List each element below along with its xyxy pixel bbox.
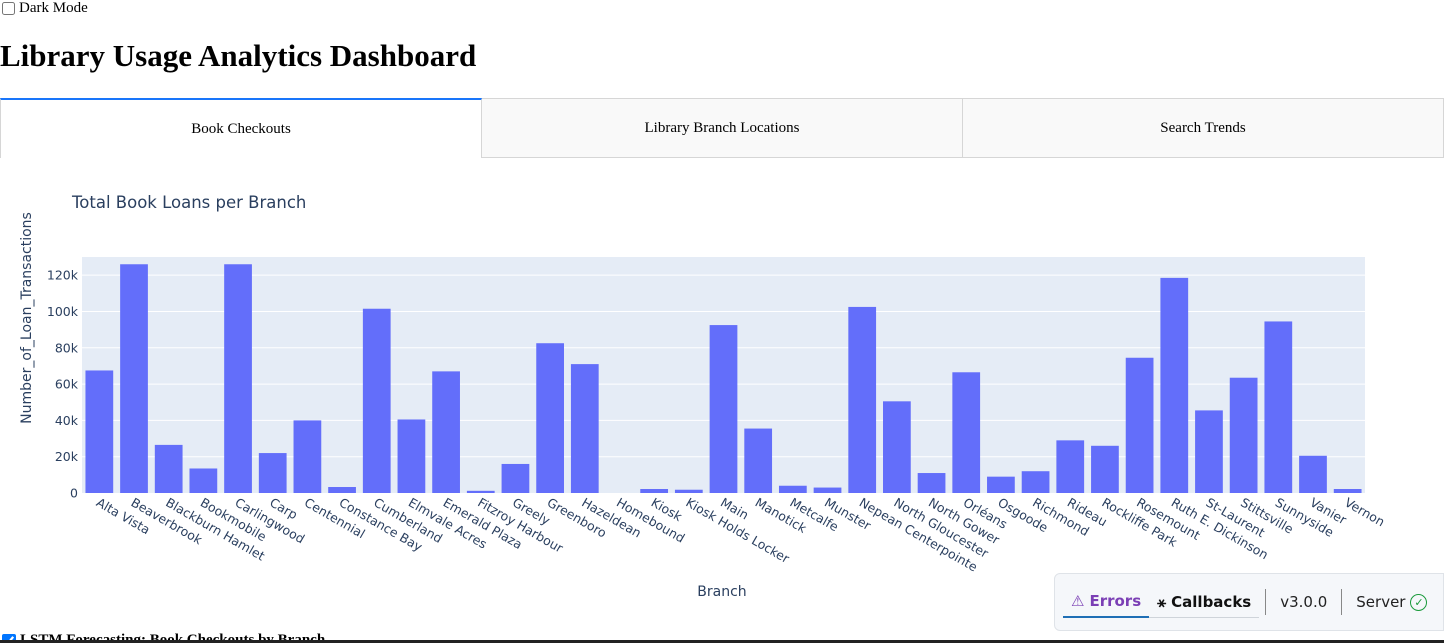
x-tick-label: Vernon xyxy=(1342,495,1387,530)
book-loans-bar-chart: Total Book Loans per Branch 0 20k 40k 60k 80… xyxy=(19,193,1388,600)
page-title: Library Usage Analytics Dashboard xyxy=(0,38,477,73)
bar[interactable] xyxy=(1091,445,1119,493)
bar[interactable] xyxy=(154,444,183,493)
y-tick-label: 60k xyxy=(55,377,79,392)
bar[interactable] xyxy=(883,401,911,493)
bar[interactable] xyxy=(778,485,807,493)
bar[interactable] xyxy=(120,264,148,493)
bar[interactable] xyxy=(536,343,564,493)
bar[interactable] xyxy=(848,306,877,493)
lstm-section-label: LSTM Forecasting: Book Checkouts by Bran… xyxy=(20,632,326,643)
errors-button[interactable]: ⚠ Errors xyxy=(1063,586,1150,618)
bar[interactable] xyxy=(293,420,322,493)
bar[interactable] xyxy=(1160,277,1189,493)
tab-library-branch-locations[interactable]: Library Branch Locations xyxy=(482,98,963,158)
dark-mode-toggle[interactable]: Dark Mode xyxy=(2,0,88,17)
dash-debug-menu: ⚠ Errors ⚹ Callbacks v3.0.0 Server ✓ xyxy=(1054,573,1444,631)
check-circle-icon: ✓ xyxy=(1410,593,1428,611)
bar[interactable] xyxy=(640,489,669,493)
tab-bar: Book Checkouts Library Branch Locations … xyxy=(0,98,1444,158)
y-axis-label: Number_of_Loan_Transactions xyxy=(19,212,35,424)
section-divider xyxy=(0,640,1444,643)
bar[interactable] xyxy=(952,372,981,493)
y-tick-label: 100k xyxy=(47,304,79,319)
x-axis-label: Branch xyxy=(697,584,746,600)
bar[interactable] xyxy=(362,308,391,493)
y-tick-label: 40k xyxy=(55,413,79,428)
y-axis-ticks: 0 20k 40k 60k 80k 100k 120k xyxy=(47,268,79,501)
bar[interactable] xyxy=(987,476,1015,493)
bar[interactable] xyxy=(1056,440,1085,493)
server-status[interactable]: Server ✓ xyxy=(1348,587,1435,617)
bar[interactable] xyxy=(1333,489,1362,493)
bar[interactable] xyxy=(328,487,356,493)
bars xyxy=(85,264,1362,493)
bar[interactable] xyxy=(1125,357,1154,493)
server-label: Server xyxy=(1356,593,1406,611)
y-tick-label: 0 xyxy=(70,486,78,501)
bar[interactable] xyxy=(1229,377,1258,493)
bar[interactable] xyxy=(224,264,252,493)
bar[interactable] xyxy=(1264,321,1293,493)
tab-book-checkouts[interactable]: Book Checkouts xyxy=(0,98,482,158)
callbacks-button[interactable]: ⚹ Callbacks xyxy=(1149,587,1260,618)
y-tick-label: 120k xyxy=(47,268,79,283)
bar[interactable] xyxy=(1299,455,1327,493)
dark-mode-label: Dark Mode xyxy=(19,0,88,16)
lstm-section-checkbox[interactable] xyxy=(2,634,16,643)
bar[interactable] xyxy=(1195,410,1223,493)
warning-icon: ⚠ xyxy=(1071,592,1085,610)
bar[interactable] xyxy=(917,473,946,493)
bar[interactable] xyxy=(501,463,530,493)
callback-graph-icon: ⚹ xyxy=(1157,592,1167,611)
bar[interactable] xyxy=(570,364,599,493)
bar[interactable] xyxy=(85,370,114,493)
bar[interactable] xyxy=(397,419,426,493)
divider xyxy=(1341,589,1343,615)
y-tick-label: 20k xyxy=(55,449,79,464)
y-tick-label: 80k xyxy=(55,340,79,355)
chart-title: Total Book Loans per Branch xyxy=(71,193,306,212)
divider xyxy=(1265,589,1267,615)
bar[interactable] xyxy=(744,428,773,493)
version-label: v3.0.0 xyxy=(1280,593,1328,611)
bar[interactable] xyxy=(432,371,460,493)
dark-mode-checkbox[interactable] xyxy=(2,2,15,15)
bar[interactable] xyxy=(466,490,495,493)
bar[interactable] xyxy=(1021,471,1050,493)
bar[interactable] xyxy=(813,487,842,493)
bar[interactable] xyxy=(189,468,218,493)
errors-label: Errors xyxy=(1089,592,1142,610)
bar[interactable] xyxy=(709,325,738,493)
tab-search-trends[interactable]: Search Trends xyxy=(963,98,1444,158)
bar[interactable] xyxy=(258,453,287,493)
lstm-section-toggle[interactable]: LSTM Forecasting: Book Checkouts by Bran… xyxy=(0,632,1444,643)
bar[interactable] xyxy=(674,489,703,493)
callbacks-label: Callbacks xyxy=(1171,592,1252,611)
